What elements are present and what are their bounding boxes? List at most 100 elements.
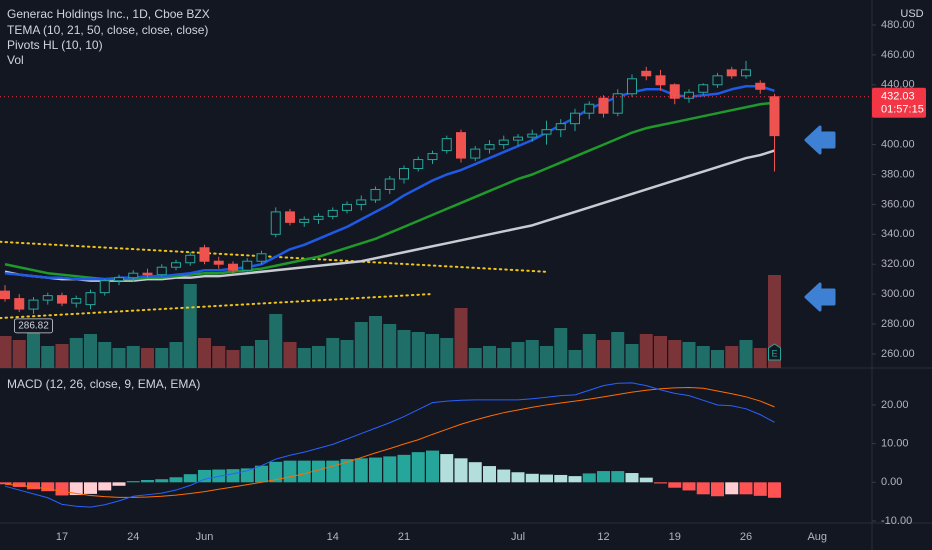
candle-body	[712, 75, 723, 86]
candle-body	[612, 93, 623, 114]
histogram-bar	[554, 474, 568, 483]
histogram-bar	[511, 472, 525, 483]
volume-bar	[283, 342, 297, 368]
volume-bar	[41, 346, 55, 368]
candle-body	[470, 148, 481, 159]
candle-body	[228, 263, 238, 271]
y-tick-label: 0.00	[881, 476, 902, 488]
candle-body	[769, 96, 780, 137]
countdown-label: 01:57:15	[881, 104, 924, 116]
histogram-bar	[112, 482, 126, 486]
volume-bar	[711, 350, 724, 368]
volume-bar	[155, 348, 169, 368]
histogram-bar	[226, 469, 240, 483]
histogram-bar	[297, 460, 311, 483]
volume-bar	[112, 348, 126, 368]
volume-bar	[297, 348, 311, 368]
volume-bar	[468, 348, 482, 368]
volume-bar	[312, 346, 325, 368]
histogram-bar	[169, 477, 183, 483]
volume-bar	[55, 344, 69, 368]
histogram-bar	[383, 456, 397, 483]
histogram-bar	[540, 474, 553, 483]
volume-bar	[739, 340, 753, 368]
candle-body	[441, 138, 452, 152]
y-tick-label: 380.00	[881, 168, 915, 180]
candle-body	[413, 159, 424, 170]
candle-body	[199, 247, 210, 262]
volume-bar	[0, 336, 12, 368]
y-tick-label: 400.00	[881, 139, 915, 151]
pivot-label: 286.82	[18, 320, 49, 331]
last-price-box	[872, 87, 926, 118]
volume-bar	[269, 314, 283, 368]
event-label: E	[771, 348, 777, 358]
y-tick-label: 280.00	[881, 318, 915, 330]
x-tick-label: 12	[597, 531, 609, 543]
candle-body	[14, 298, 25, 310]
candle-body	[755, 82, 766, 90]
candle-body	[185, 254, 196, 264]
histogram-bar	[411, 452, 425, 483]
volume-bar	[454, 308, 468, 368]
volume-bar	[696, 346, 710, 368]
volume-bar	[668, 340, 682, 368]
histogram-bar	[12, 482, 26, 487]
histogram-bar	[326, 460, 340, 483]
arrow	[804, 125, 836, 155]
volume-bar	[540, 346, 553, 368]
volume-bar	[483, 346, 496, 368]
candle-body	[427, 153, 438, 161]
candle-body	[584, 103, 595, 114]
candle-body	[399, 168, 409, 180]
histogram-bar	[269, 461, 283, 483]
volume-bar	[126, 346, 140, 368]
candle-body	[356, 199, 367, 205]
histogram-bar	[483, 466, 496, 483]
volume-bar	[654, 336, 667, 368]
candle-body	[570, 112, 580, 125]
volume-bar	[383, 324, 397, 368]
last-price-label: 432.03	[881, 91, 915, 103]
volume-bar	[212, 346, 226, 368]
candle-body	[57, 295, 67, 304]
candle-body	[726, 69, 737, 77]
histogram-bar	[255, 465, 268, 483]
volume-bar	[141, 348, 154, 368]
x-tick-label: 26	[740, 531, 752, 543]
candle-body	[513, 136, 523, 141]
histogram-bar	[198, 469, 211, 483]
histogram-bar	[440, 454, 454, 483]
macd-title: MACD (12, 26, close, 9, EMA, EMA)	[7, 377, 200, 391]
histogram-bar	[283, 460, 297, 483]
legend-entry: Pivots HL (10, 10)	[7, 38, 103, 52]
candle-body	[299, 218, 310, 223]
volume-bar	[27, 332, 40, 368]
volume-bar	[426, 334, 439, 368]
candle-body	[128, 272, 139, 279]
histogram-bar	[682, 482, 696, 491]
candle-body	[213, 260, 224, 265]
x-tick-label: 17	[56, 531, 68, 543]
candle-body	[71, 298, 82, 304]
histogram-bar	[98, 482, 112, 491]
candle-body	[484, 144, 495, 150]
y-tick-label: 340.00	[881, 228, 915, 240]
histogram-bar	[41, 482, 55, 492]
volume-bar	[440, 338, 454, 368]
x-tick-label: 19	[669, 531, 681, 543]
volume-bar	[682, 342, 696, 368]
volume-bar	[226, 350, 240, 368]
event-marker	[768, 343, 781, 361]
candle-body	[555, 123, 566, 131]
currency: USD	[900, 8, 923, 20]
x-tick-label: Aug	[807, 531, 827, 543]
y-tick-label: 260.00	[881, 348, 915, 360]
volume-bar	[340, 340, 354, 368]
histogram-bar	[69, 482, 83, 496]
macd-line	[4, 382, 775, 508]
histogram-bar	[468, 462, 482, 483]
candle-body	[99, 280, 110, 294]
